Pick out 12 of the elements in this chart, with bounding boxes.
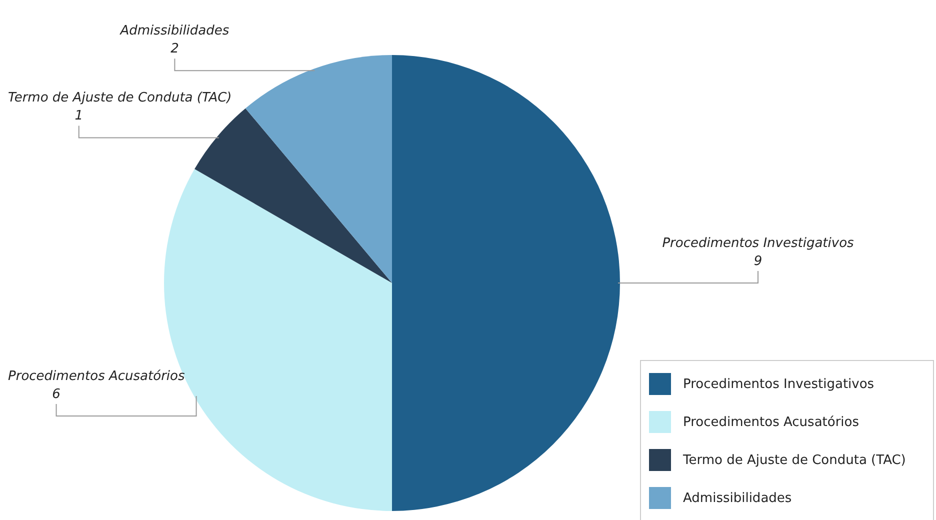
- slice-label: Termo de Ajuste de Conduta (TAC): [8, 90, 232, 106]
- legend-label: Procedimentos Acusatórios: [683, 414, 860, 430]
- data-label: 2: [170, 42, 179, 57]
- data-label: 6: [52, 387, 60, 402]
- slice-label: Procedimentos Acusatórios: [8, 369, 185, 384]
- slice-label: Admissibilidades: [119, 24, 230, 39]
- data-label: 1: [74, 108, 84, 124]
- legend-label: Admissibilidades: [683, 490, 792, 506]
- legend-label: Termo de Ajuste de Conduta (TAC): [683, 452, 906, 468]
- data-label: 9: [754, 254, 762, 269]
- legend-label: Procedimentos Investigativos: [683, 376, 874, 392]
- slice-label: Procedimentos Investigativos: [662, 236, 854, 251]
